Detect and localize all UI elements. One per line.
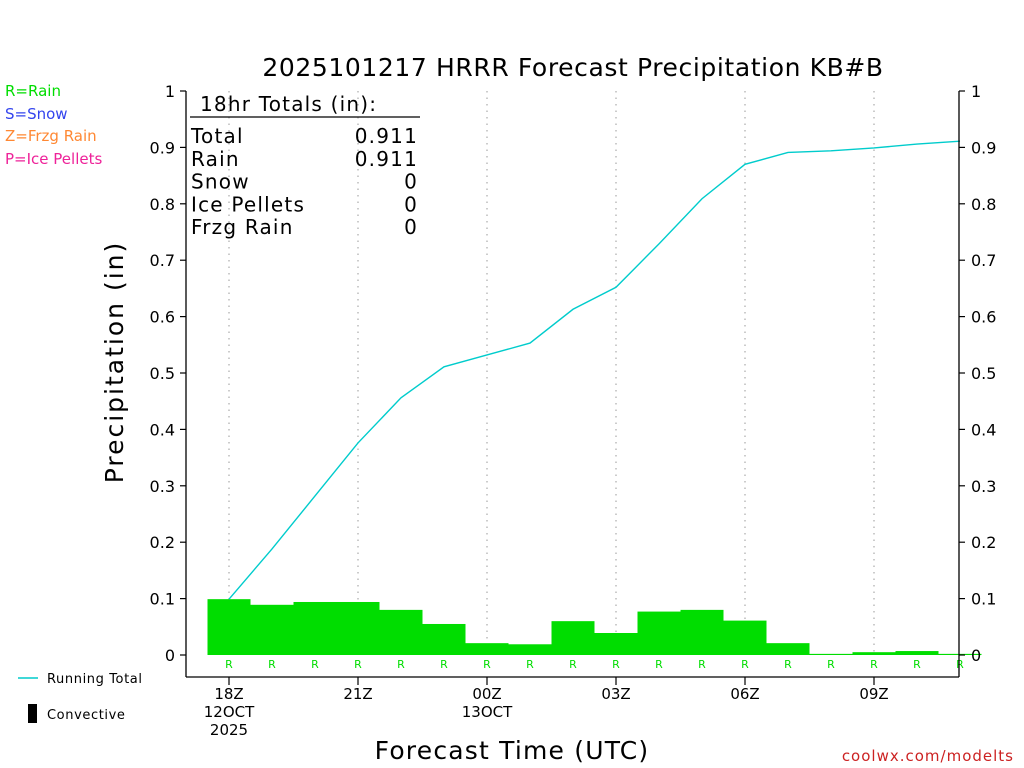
y-tick-label-left-8: 0.8 <box>150 195 175 214</box>
y-tick-label-left-2: 0.2 <box>150 533 175 552</box>
hourly-bar-16 <box>895 651 939 655</box>
totals-label-4: Frzg Rain <box>191 215 294 239</box>
totals-label-2: Snow <box>191 170 250 194</box>
precip-type-marker-15: R <box>870 658 878 671</box>
totals-value-4: 0 <box>404 215 418 239</box>
hourly-bar-13 <box>766 643 810 655</box>
hourly-bar-10 <box>637 611 681 655</box>
precip-type-marker-1: R <box>268 658 276 671</box>
precip-type-marker-6: R <box>483 658 491 671</box>
hourly-bar-3 <box>336 601 380 655</box>
legend-freezing-rain: Z=Frzg Rain <box>5 127 97 145</box>
y-tick-label-right-4: 0.4 <box>971 420 996 439</box>
legend-rain: R=Rain <box>5 82 61 100</box>
y-axis-label: Precipitation (in) <box>100 241 129 484</box>
hourly-bar-6 <box>465 643 509 655</box>
x-tick-label-2-1: 13OCT <box>462 703 513 721</box>
y-tick-label-left-1: 0.1 <box>150 590 175 609</box>
x-tick-label-4-0: 06Z <box>730 685 759 703</box>
hourly-bar-2 <box>293 601 337 655</box>
hourly-bar-1 <box>250 604 294 655</box>
y-tick-label-right-10: 1 <box>971 82 981 101</box>
totals-title: 18hr Totals (in): <box>200 92 377 116</box>
precip-type-marker-7: R <box>526 658 534 671</box>
series-legend: Running Total Convective <box>18 672 143 723</box>
precip-type-marker-9: R <box>612 658 620 671</box>
legend-ice-pellets: P=Ice Pellets <box>5 150 102 168</box>
y-axis-ticks: 0 00.1 0.10.2 0.20.3 0.30.4 0.40.5 0.50.6 0.60.… <box>150 82 997 665</box>
precip-type-key: R=Rain S=Snow Z=Frzg Rain P=Ice Pellets <box>5 82 102 168</box>
y-tick-label-right-1: 0.1 <box>971 590 996 609</box>
y-tick-label-right-2: 0.2 <box>971 533 996 552</box>
precip-type-marker-5: R <box>440 658 448 671</box>
x-tick-label-3-0: 03Z <box>601 685 630 703</box>
precip-type-marker-4: R <box>397 658 405 671</box>
totals-value-2: 0 <box>404 170 418 194</box>
precip-type-marker-14: R <box>827 658 835 671</box>
totals-box: 18hr Totals (in): Total 0.911 Rain 0.911 Sno… <box>190 92 420 239</box>
precip-type-marker-17: R <box>956 658 964 671</box>
y-tick-label-left-10: 1 <box>165 82 175 101</box>
totals-value-1: 0.911 <box>355 147 418 171</box>
y-tick-label-right-9: 0.9 <box>971 138 996 157</box>
y-tick-label-left-7: 0.7 <box>150 251 175 270</box>
convective-legend-label: Convective <box>47 708 126 723</box>
convective-legend-swatch <box>28 704 37 723</box>
y-tick-label-left-4: 0.4 <box>150 420 175 439</box>
y-tick-label-left-0: 0 <box>165 646 175 665</box>
hourly-bar-12 <box>723 620 767 655</box>
precip-type-marker-10: R <box>655 658 663 671</box>
y-tick-label-left-6: 0.6 <box>150 308 175 327</box>
legend-snow: S=Snow <box>5 105 68 123</box>
x-axis-label: Forecast Time (UTC) <box>375 736 650 765</box>
running-total-line <box>228 140 961 600</box>
totals-rows: Total 0.911 Rain 0.911 Snow 0 Ice Pellets 0 Frzg… <box>190 124 418 239</box>
y-tick-label-left-5: 0.5 <box>150 364 175 383</box>
totals-label-0: Total <box>190 124 244 148</box>
totals-value-0: 0.911 <box>355 124 418 148</box>
precip-type-marker-2: R <box>311 658 319 671</box>
precip-type-marker-3: R <box>354 658 362 671</box>
hourly-bar-8 <box>551 621 595 655</box>
x-tick-label-1-0: 21Z <box>343 685 372 703</box>
x-tick-label-2-0: 00Z <box>472 685 501 703</box>
hourly-bar-7 <box>508 644 552 655</box>
y-tick-label-right-6: 0.6 <box>971 308 996 327</box>
x-tick-label-0-2: 2025 <box>210 721 248 739</box>
y-tick-label-right-7: 0.7 <box>971 251 996 270</box>
site-credit: coolwx.com/modelts <box>842 747 1014 765</box>
y-tick-label-left-3: 0.3 <box>150 477 175 496</box>
hourly-bar-11 <box>680 609 724 655</box>
x-tick-label-5-0: 09Z <box>859 685 888 703</box>
hourly-precip-bars <box>207 599 982 655</box>
hourly-bar-4 <box>379 609 423 655</box>
totals-label-1: Rain <box>191 147 240 171</box>
precip-type-marker-11: R <box>698 658 706 671</box>
vertical-gridlines <box>228 91 875 655</box>
precip-type-marker-16: R <box>913 658 921 671</box>
y-tick-label-right-3: 0.3 <box>971 477 996 496</box>
hourly-bar-9 <box>594 633 638 655</box>
precip-type-marker-0: R <box>225 658 233 671</box>
hourly-bar-0 <box>207 599 251 655</box>
y-tick-label-right-8: 0.8 <box>971 195 996 214</box>
hourly-bar-14 <box>809 653 853 655</box>
totals-label-3: Ice Pellets <box>191 192 305 216</box>
precip-type-marker-13: R <box>784 658 792 671</box>
running-total-legend-label: Running Total <box>47 672 143 687</box>
y-tick-label-right-5: 0.5 <box>971 364 996 383</box>
totals-value-3: 0 <box>404 192 418 216</box>
chart-title: 2025101217 HRRR Forecast Precipitation K… <box>262 53 883 82</box>
hourly-bar-15 <box>852 652 896 655</box>
x-tick-label-0-1: 12OCT <box>204 703 255 721</box>
x-tick-label-0-0: 18Z <box>214 685 243 703</box>
y-tick-label-right-0: 0 <box>971 646 981 665</box>
hourly-bar-5 <box>422 623 466 655</box>
y-tick-label-left-9: 0.9 <box>150 138 175 157</box>
precip-type-marker-8: R <box>569 658 577 671</box>
precip-type-marker-12: R <box>741 658 749 671</box>
